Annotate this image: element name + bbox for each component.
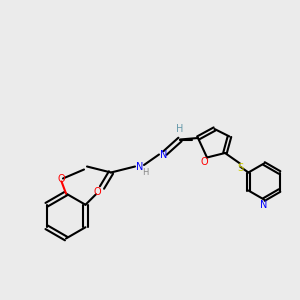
Text: H: H — [176, 124, 184, 134]
Text: N: N — [160, 149, 167, 160]
Text: H: H — [142, 168, 149, 177]
Text: N: N — [136, 161, 143, 172]
Text: S: S — [237, 163, 243, 173]
Text: N: N — [260, 200, 268, 211]
Text: O: O — [200, 157, 208, 167]
Text: O: O — [94, 187, 101, 197]
Text: O: O — [58, 173, 65, 184]
